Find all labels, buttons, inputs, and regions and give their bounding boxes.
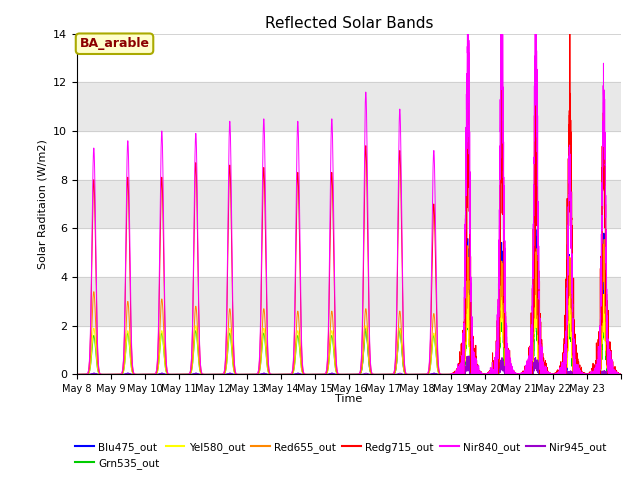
Yel580_out <box>317 372 324 377</box>
Red655_out <box>504 372 511 377</box>
Nir840_out <box>481 372 489 377</box>
Grn535_out <box>481 372 489 377</box>
Red655_out <box>73 372 81 377</box>
Legend: Blu475_out, Grn535_out, Yel580_out, Red655_out, Redg715_out, Nir840_out, Nir945_: Blu475_out, Grn535_out, Yel580_out, Red6… <box>71 438 611 473</box>
Red655_out <box>240 372 248 377</box>
Blu475_out <box>481 372 489 377</box>
Nir945_out <box>617 372 625 377</box>
Blu475_out <box>317 372 324 377</box>
Redg715_out <box>92 266 100 272</box>
Nir840_out <box>505 372 513 377</box>
Nir840_out <box>92 249 100 254</box>
Nir840_out <box>547 372 555 377</box>
Redg715_out <box>240 372 248 377</box>
Nir945_out <box>547 372 555 377</box>
Nir840_out <box>73 372 81 377</box>
Line: Red655_out: Red655_out <box>77 240 621 374</box>
Redg715_out <box>317 372 324 377</box>
Nir840_out <box>617 372 625 377</box>
Yel580_out <box>465 280 472 286</box>
Nir945_out <box>504 372 512 377</box>
Grn535_out <box>505 372 513 377</box>
Yel580_out <box>92 347 100 352</box>
Nir945_out <box>92 371 100 377</box>
Grn535_out <box>617 372 625 377</box>
Nir945_out <box>317 372 324 377</box>
X-axis label: Time: Time <box>335 394 362 404</box>
Yel580_out <box>481 372 489 377</box>
Bar <box>77 277 621 326</box>
Blu475_out <box>73 372 81 377</box>
Redg715_out <box>73 372 81 377</box>
Title: Reflected Solar Bands: Reflected Solar Bands <box>264 16 433 31</box>
Blu475_out <box>617 372 625 377</box>
Redg715_out <box>617 372 625 377</box>
Redg715_out <box>214 372 221 377</box>
Red655_out <box>214 372 221 377</box>
Text: BA_arable: BA_arable <box>79 37 150 50</box>
Red655_out <box>617 372 625 377</box>
Redg715_out <box>547 372 555 377</box>
Blu475_out <box>503 372 511 377</box>
Grn535_out <box>92 350 100 356</box>
Nir945_out <box>73 372 81 377</box>
Nir945_out <box>481 372 489 377</box>
Grn535_out <box>566 289 573 295</box>
Red655_out <box>547 372 555 377</box>
Line: Blu475_out: Blu475_out <box>77 229 621 374</box>
Blu475_out <box>532 227 540 232</box>
Yel580_out <box>504 372 512 377</box>
Nir840_out <box>214 372 221 377</box>
Nir945_out <box>465 353 473 359</box>
Blu475_out <box>92 371 100 377</box>
Line: Yel580_out: Yel580_out <box>77 283 621 374</box>
Grn535_out <box>214 372 221 377</box>
Yel580_out <box>547 372 555 377</box>
Yel580_out <box>240 372 248 377</box>
Grn535_out <box>547 372 555 377</box>
Red655_out <box>600 237 608 242</box>
Bar <box>77 82 621 131</box>
Yel580_out <box>73 372 81 377</box>
Line: Grn535_out: Grn535_out <box>77 292 621 374</box>
Blu475_out <box>214 372 221 377</box>
Y-axis label: Solar Raditaion (W/m2): Solar Raditaion (W/m2) <box>37 139 47 269</box>
Blu475_out <box>240 372 248 377</box>
Yel580_out <box>617 372 625 377</box>
Bar <box>77 180 621 228</box>
Grn535_out <box>73 372 81 377</box>
Red655_out <box>317 372 324 377</box>
Line: Nir945_out: Nir945_out <box>77 356 621 374</box>
Redg715_out <box>566 27 573 33</box>
Nir945_out <box>214 372 221 377</box>
Nir840_out <box>240 372 248 377</box>
Nir945_out <box>240 372 248 377</box>
Grn535_out <box>240 372 248 377</box>
Red655_out <box>481 372 489 377</box>
Redg715_out <box>481 372 489 377</box>
Grn535_out <box>317 372 324 377</box>
Redg715_out <box>502 372 510 377</box>
Yel580_out <box>214 372 221 377</box>
Line: Nir840_out: Nir840_out <box>77 0 621 374</box>
Blu475_out <box>547 372 555 377</box>
Red655_out <box>92 326 100 332</box>
Line: Redg715_out: Redg715_out <box>77 30 621 374</box>
Nir840_out <box>317 372 324 377</box>
